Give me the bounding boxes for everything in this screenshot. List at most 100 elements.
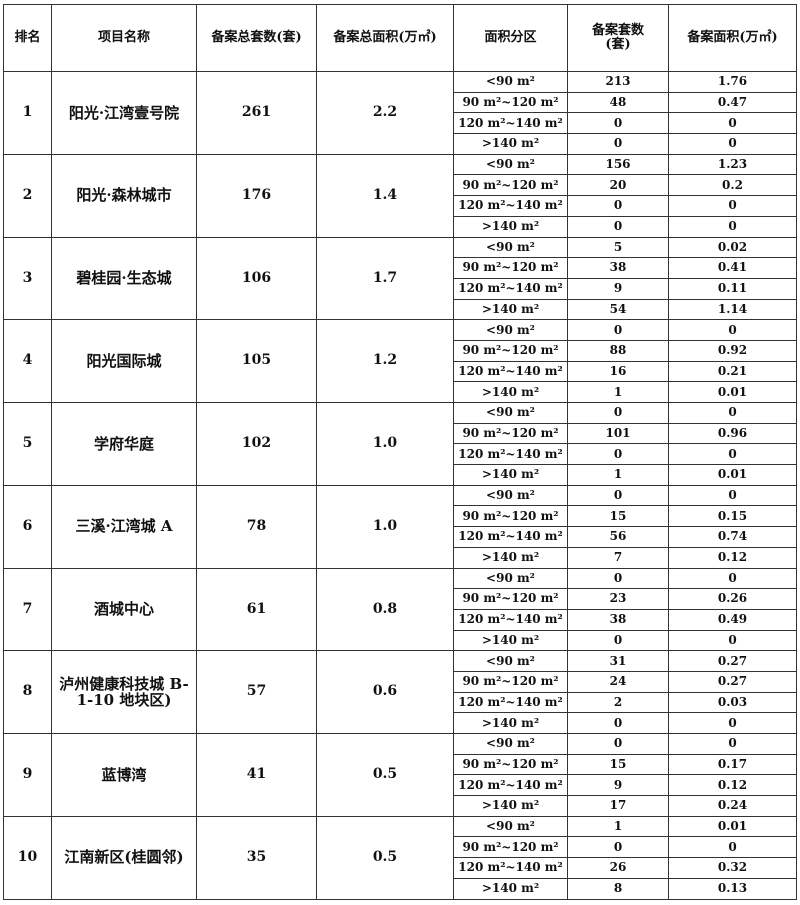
area-cell: 0.74 bbox=[668, 526, 797, 548]
units-cell: 38 bbox=[567, 257, 669, 279]
area-zone-cell: >140 m² bbox=[453, 712, 568, 734]
total-units-cell: 78 bbox=[196, 484, 317, 569]
area-cell: 0.32 bbox=[668, 857, 797, 879]
units-cell: 5 bbox=[567, 236, 669, 259]
area-zone-cell: <90 m² bbox=[453, 567, 568, 590]
rank-cell: 6 bbox=[3, 484, 52, 569]
total-area-cell: 0.5 bbox=[316, 733, 454, 817]
area-zone-cell: 120 m²~140 m² bbox=[453, 857, 568, 879]
area-zone-cell: 90 m²~120 m² bbox=[453, 836, 568, 859]
units-cell: 1 bbox=[567, 815, 669, 838]
units-cell: 0 bbox=[567, 112, 669, 135]
table-row: 120 m²~140 m² 16 0.21 bbox=[4, 360, 797, 383]
area-zone-cell: >140 m² bbox=[453, 133, 568, 155]
area-cell: 0.27 bbox=[668, 650, 797, 672]
rank-cell: 3 bbox=[3, 236, 52, 321]
header-row: 排名 项目名称 备案总套数(套) 备案总面积(万㎡) 面积分区 备案套数(套) … bbox=[3, 4, 797, 72]
area-zone-cell: 90 m²~120 m² bbox=[453, 174, 568, 197]
units-cell: 15 bbox=[567, 753, 669, 776]
total-area-cell: 1.7 bbox=[316, 236, 454, 321]
units-cell: 7 bbox=[567, 546, 669, 569]
units-cell: 15 bbox=[567, 505, 669, 528]
area-cell: 0.03 bbox=[668, 691, 797, 714]
table-row: 120 m²~140 m² 26 0.32 bbox=[4, 857, 797, 879]
project-name-cell: 碧桂园·生态城 bbox=[51, 236, 197, 321]
area-cell: 0.01 bbox=[668, 381, 797, 403]
units-cell: 0 bbox=[567, 629, 669, 652]
area-cell: 1.14 bbox=[668, 298, 797, 321]
total-units-cell: 35 bbox=[196, 815, 317, 900]
area-cell: 0.24 bbox=[668, 795, 797, 817]
table-row: >140 m² 1 0.01 bbox=[4, 381, 797, 403]
area-zone-cell: <90 m² bbox=[453, 733, 568, 755]
total-area-cell: 0.6 bbox=[316, 650, 454, 734]
area-cell: 0.01 bbox=[668, 464, 797, 486]
area-cell: 0 bbox=[668, 836, 797, 859]
units-cell: 1 bbox=[567, 381, 669, 403]
area-cell: 0.17 bbox=[668, 753, 797, 776]
units-cell: 101 bbox=[567, 422, 669, 445]
area-zone-cell: >140 m² bbox=[453, 546, 568, 569]
table-row: >140 m² 0 0 bbox=[4, 215, 797, 238]
area-cell: 0.27 bbox=[668, 670, 797, 693]
area-cell: 0.96 bbox=[668, 422, 797, 445]
rank-cell: 5 bbox=[3, 402, 52, 486]
total-area-cell: 0.8 bbox=[316, 567, 454, 652]
area-zone-cell: 90 m²~120 m² bbox=[453, 91, 568, 114]
area-zone-cell: 90 m²~120 m² bbox=[453, 422, 568, 445]
header-area: 备案面积(万㎡) bbox=[668, 4, 797, 72]
area-cell: 0.41 bbox=[668, 257, 797, 279]
units-cell: 9 bbox=[567, 774, 669, 797]
total-area-cell: 1.4 bbox=[316, 153, 454, 238]
header-total-area: 备案总面积(万㎡) bbox=[316, 4, 454, 72]
total-units-cell: 61 bbox=[196, 567, 317, 652]
total-units-cell: 105 bbox=[196, 319, 317, 403]
area-zone-cell: 120 m²~140 m² bbox=[453, 526, 568, 548]
registration-table: 排名 项目名称 备案总套数(套) 备案总面积(万㎡) 面积分区 备案套数(套) … bbox=[3, 4, 797, 900]
area-zone-cell: 120 m²~140 m² bbox=[453, 774, 568, 797]
units-cell: 38 bbox=[567, 608, 669, 631]
area-cell: 0 bbox=[668, 712, 797, 734]
area-cell: 0.15 bbox=[668, 505, 797, 528]
rank-cell: 7 bbox=[3, 567, 52, 652]
area-cell: 0.13 bbox=[668, 877, 797, 900]
header-area-zone: 面积分区 bbox=[453, 4, 568, 72]
area-cell: 0 bbox=[668, 112, 797, 135]
units-cell: 0 bbox=[567, 836, 669, 859]
table-row: >140 m² 54 1.14 bbox=[4, 298, 797, 321]
units-cell: 31 bbox=[567, 650, 669, 672]
units-cell: 0 bbox=[567, 133, 669, 155]
area-cell: 0 bbox=[668, 484, 797, 507]
units-cell: 24 bbox=[567, 670, 669, 693]
table-row: 10 江南新区(桂圆邻) 35 0.5 <90 m² 1 0.01 bbox=[3, 815, 797, 900]
table-row: 7 酒城中心 61 0.8 <90 m² 0 0 bbox=[3, 567, 797, 652]
area-cell: 1.76 bbox=[668, 71, 797, 93]
units-cell: 8 bbox=[567, 877, 669, 900]
table-row: 5 学府华庭 102 1.0 <90 m² 0 0 bbox=[3, 402, 797, 486]
area-zone-cell: <90 m² bbox=[453, 71, 568, 93]
table-row: 8 泸州健康科技城 B-1-10 地块区) 57 0.6 <90 m² 31 0.27 bbox=[3, 650, 797, 734]
area-zone-cell: 90 m²~120 m² bbox=[453, 339, 568, 362]
total-area-cell: 1.0 bbox=[316, 484, 454, 569]
total-units-cell: 106 bbox=[196, 236, 317, 321]
units-cell: 17 bbox=[567, 795, 669, 817]
area-zone-cell: 120 m²~140 m² bbox=[453, 360, 568, 383]
table-row: 90 m²~120 m² 0 0 bbox=[4, 836, 797, 859]
area-cell: 0 bbox=[668, 443, 797, 466]
area-cell: 0.21 bbox=[668, 360, 797, 383]
header-total-units: 备案总套数(套) bbox=[196, 4, 317, 72]
area-cell: 0.12 bbox=[668, 546, 797, 569]
area-zone-cell: <90 m² bbox=[453, 650, 568, 672]
rank-cell: 4 bbox=[3, 319, 52, 403]
units-cell: 88 bbox=[567, 339, 669, 362]
units-cell: 0 bbox=[567, 195, 669, 217]
area-zone-cell: >140 m² bbox=[453, 629, 568, 652]
total-units-cell: 176 bbox=[196, 153, 317, 238]
total-units-cell: 41 bbox=[196, 733, 317, 817]
area-zone-cell: >140 m² bbox=[453, 464, 568, 486]
project-name-cell: 阳光·森林城市 bbox=[51, 153, 197, 238]
project-name-cell: 阳光国际城 bbox=[51, 319, 197, 403]
table-row: >140 m² 0 0 bbox=[4, 629, 797, 652]
area-zone-cell: 120 m²~140 m² bbox=[453, 691, 568, 714]
area-zone-cell: 120 m²~140 m² bbox=[453, 112, 568, 135]
